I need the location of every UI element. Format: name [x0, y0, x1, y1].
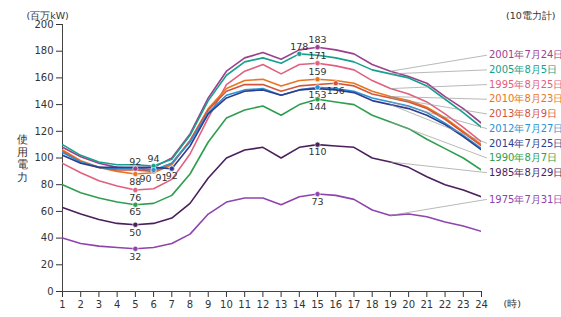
svg-text:73: 73	[311, 196, 323, 207]
svg-text:4: 4	[114, 299, 120, 310]
svg-text:1985年8月29日: 1985年8月29日	[489, 167, 561, 178]
svg-text:(百万kW): (百万kW)	[27, 10, 69, 21]
svg-text:110: 110	[308, 146, 326, 157]
svg-text:180: 180	[34, 45, 53, 56]
svg-text:88: 88	[129, 175, 142, 187]
svg-text:94: 94	[148, 153, 160, 164]
svg-text:11: 11	[238, 299, 251, 310]
svg-text:10: 10	[220, 299, 233, 310]
svg-text:20: 20	[41, 259, 54, 270]
svg-text:50: 50	[129, 226, 141, 237]
svg-text:2012年7月27日: 2012年7月27日	[489, 123, 561, 134]
svg-text:120: 120	[34, 126, 53, 137]
svg-text:160: 160	[34, 72, 53, 83]
svg-text:80: 80	[41, 179, 54, 190]
svg-text:5: 5	[132, 299, 138, 310]
svg-text:178: 178	[290, 41, 308, 52]
svg-text:65: 65	[129, 206, 141, 217]
svg-text:1: 1	[59, 299, 65, 310]
svg-text:2013年8月9日: 2013年8月9日	[489, 108, 557, 119]
svg-text:16: 16	[329, 299, 342, 310]
svg-text:2005年8月5日: 2005年8月5日	[489, 64, 557, 75]
svg-text:23: 23	[457, 299, 470, 310]
svg-text:(10電力計): (10電力計)	[506, 10, 556, 21]
svg-text:159: 159	[308, 66, 326, 77]
svg-text:15: 15	[311, 299, 324, 310]
svg-text:6: 6	[150, 299, 156, 310]
svg-text:19: 19	[384, 299, 397, 310]
svg-text:9: 9	[205, 299, 211, 310]
svg-text:1990年8月7日: 1990年8月7日	[489, 152, 557, 163]
svg-text:200: 200	[34, 18, 54, 30]
svg-text:171: 171	[308, 50, 326, 61]
svg-text:22: 22	[439, 299, 452, 310]
svg-text:13: 13	[275, 299, 288, 310]
svg-text:2001年7月24日: 2001年7月24日	[489, 49, 561, 60]
svg-text:76: 76	[129, 192, 141, 203]
svg-text:144: 144	[308, 101, 326, 112]
svg-text:91: 91	[155, 171, 168, 183]
svg-text:0: 0	[47, 286, 53, 297]
svg-text:21: 21	[420, 299, 433, 310]
svg-text:使用電力: 使用電力	[17, 133, 28, 184]
svg-text:2014年7月25日: 2014年7月25日	[489, 138, 561, 149]
svg-text:24: 24	[475, 299, 488, 310]
svg-text:12: 12	[257, 299, 270, 310]
svg-text:7: 7	[169, 299, 175, 310]
svg-text:156: 156	[327, 85, 345, 96]
svg-text:32: 32	[129, 251, 141, 262]
svg-text:1995年8月25日: 1995年8月25日	[489, 79, 561, 90]
svg-text:2010年8月23日: 2010年8月23日	[489, 93, 561, 104]
svg-text:100: 100	[34, 152, 53, 163]
svg-text:(時): (時)	[504, 298, 521, 309]
svg-text:3: 3	[96, 299, 102, 310]
svg-text:92: 92	[166, 170, 178, 181]
svg-text:18: 18	[366, 299, 379, 310]
svg-text:153: 153	[308, 89, 327, 100]
svg-text:1975年7月31日: 1975年7月31日	[489, 194, 561, 205]
svg-text:92: 92	[129, 156, 141, 167]
svg-text:40: 40	[41, 232, 54, 243]
svg-text:17: 17	[348, 299, 361, 310]
svg-text:2: 2	[78, 299, 84, 310]
svg-text:60: 60	[41, 206, 54, 217]
svg-text:183: 183	[308, 34, 326, 45]
svg-text:140: 140	[34, 99, 53, 110]
svg-text:20: 20	[402, 299, 415, 310]
svg-text:8: 8	[187, 299, 193, 310]
svg-text:90: 90	[140, 173, 152, 184]
svg-text:14: 14	[293, 299, 306, 310]
